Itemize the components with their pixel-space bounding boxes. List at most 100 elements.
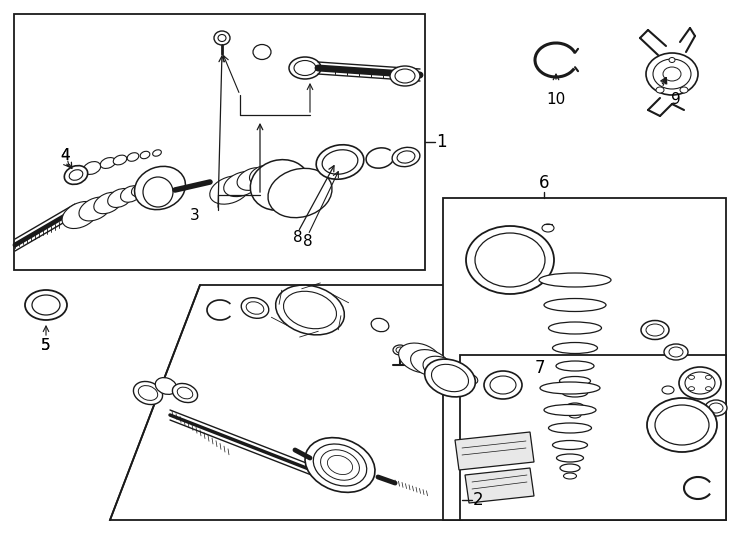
Ellipse shape — [316, 145, 364, 179]
Ellipse shape — [432, 364, 468, 391]
Text: 5: 5 — [41, 338, 51, 353]
Ellipse shape — [544, 404, 596, 415]
Text: 3: 3 — [190, 207, 200, 222]
Ellipse shape — [396, 347, 404, 353]
Ellipse shape — [540, 382, 600, 394]
Ellipse shape — [237, 167, 269, 191]
Text: 1: 1 — [436, 133, 446, 151]
Ellipse shape — [562, 389, 587, 397]
Ellipse shape — [277, 160, 293, 171]
Ellipse shape — [268, 168, 332, 218]
Ellipse shape — [656, 87, 664, 93]
Ellipse shape — [544, 299, 606, 312]
Ellipse shape — [646, 324, 664, 336]
Text: 8: 8 — [293, 231, 303, 246]
Ellipse shape — [390, 66, 420, 86]
Ellipse shape — [664, 344, 688, 360]
Ellipse shape — [269, 161, 288, 174]
Ellipse shape — [127, 153, 139, 161]
Ellipse shape — [705, 387, 711, 390]
Ellipse shape — [177, 387, 193, 399]
Ellipse shape — [79, 197, 111, 221]
Ellipse shape — [669, 347, 683, 357]
Polygon shape — [465, 468, 534, 503]
Ellipse shape — [688, 375, 694, 379]
Ellipse shape — [423, 356, 457, 380]
Ellipse shape — [218, 35, 226, 42]
Ellipse shape — [679, 367, 721, 399]
Ellipse shape — [108, 188, 132, 207]
Ellipse shape — [327, 455, 352, 475]
Ellipse shape — [569, 412, 581, 418]
Ellipse shape — [276, 285, 344, 335]
Ellipse shape — [564, 473, 576, 479]
Ellipse shape — [294, 60, 316, 76]
Ellipse shape — [539, 273, 611, 287]
Ellipse shape — [210, 176, 250, 204]
Ellipse shape — [120, 186, 142, 202]
Polygon shape — [455, 432, 534, 470]
Ellipse shape — [224, 171, 261, 197]
Ellipse shape — [559, 376, 590, 386]
Text: 6: 6 — [539, 174, 549, 192]
Ellipse shape — [662, 386, 674, 394]
Text: 2: 2 — [473, 491, 483, 509]
Ellipse shape — [455, 370, 475, 384]
Ellipse shape — [566, 403, 584, 411]
Ellipse shape — [62, 201, 98, 228]
Ellipse shape — [410, 349, 449, 376]
Ellipse shape — [705, 375, 711, 379]
Ellipse shape — [142, 181, 155, 192]
Ellipse shape — [653, 59, 691, 89]
Ellipse shape — [65, 166, 87, 184]
Ellipse shape — [646, 53, 698, 95]
Ellipse shape — [556, 361, 594, 371]
Ellipse shape — [172, 383, 197, 402]
Ellipse shape — [322, 150, 358, 174]
Ellipse shape — [289, 57, 321, 79]
Ellipse shape — [647, 398, 717, 452]
Text: 8: 8 — [303, 234, 313, 249]
Ellipse shape — [556, 454, 584, 462]
Ellipse shape — [214, 31, 230, 45]
Ellipse shape — [553, 342, 597, 354]
Ellipse shape — [688, 387, 694, 390]
Ellipse shape — [548, 423, 592, 433]
Ellipse shape — [143, 177, 173, 207]
Text: 10: 10 — [546, 92, 566, 107]
Ellipse shape — [709, 403, 723, 413]
Ellipse shape — [313, 444, 367, 486]
Ellipse shape — [94, 192, 122, 214]
Ellipse shape — [25, 290, 67, 320]
Ellipse shape — [548, 322, 601, 334]
Ellipse shape — [466, 226, 554, 294]
Ellipse shape — [399, 343, 441, 373]
Bar — [443, 198, 726, 520]
Text: 4: 4 — [60, 147, 70, 163]
Ellipse shape — [641, 321, 669, 340]
Ellipse shape — [542, 224, 554, 232]
Ellipse shape — [553, 441, 587, 449]
Bar — [460, 355, 726, 520]
Ellipse shape — [490, 376, 516, 394]
Ellipse shape — [475, 233, 545, 287]
Ellipse shape — [134, 166, 186, 210]
Ellipse shape — [425, 359, 476, 397]
Ellipse shape — [250, 165, 277, 185]
Ellipse shape — [283, 291, 336, 329]
Ellipse shape — [663, 67, 681, 81]
Ellipse shape — [560, 464, 580, 472]
Ellipse shape — [669, 57, 675, 63]
Ellipse shape — [83, 161, 101, 174]
Text: 5: 5 — [41, 338, 51, 353]
Ellipse shape — [305, 437, 375, 492]
Ellipse shape — [484, 371, 522, 399]
Ellipse shape — [241, 298, 269, 318]
Text: 7: 7 — [535, 359, 545, 377]
Text: 4: 4 — [60, 147, 70, 163]
Ellipse shape — [261, 163, 283, 179]
Ellipse shape — [138, 386, 158, 401]
Ellipse shape — [253, 44, 271, 59]
Polygon shape — [110, 285, 462, 520]
Ellipse shape — [462, 374, 478, 384]
